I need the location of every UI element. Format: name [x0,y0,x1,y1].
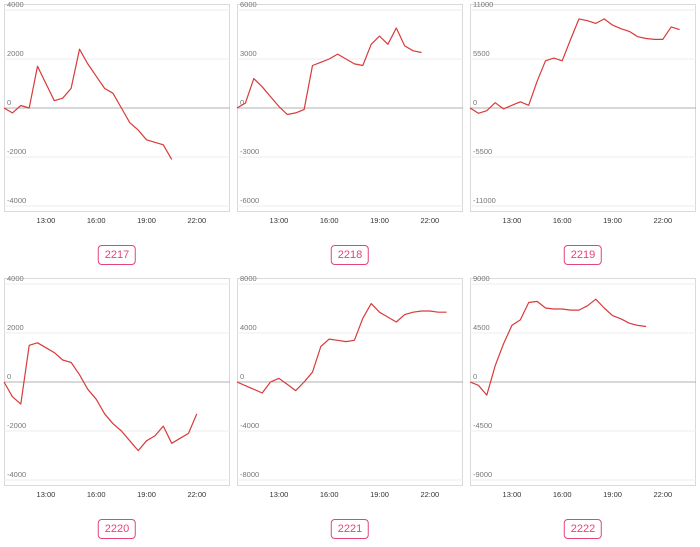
y-tick-label: -6000 [240,196,259,205]
y-tick-label: 9000 [473,274,490,283]
series-line [469,18,680,114]
x-tick-label: 13:00 [37,216,56,225]
line-chart-2222: 9000 4500 0 -4500 -9000 13:00 16:00 19:00 22:00 [469,274,696,499]
y-tick-label: -5500 [473,147,492,156]
y-tick-label: -2000 [7,147,26,156]
y-tick-label: 2000 [7,323,24,332]
y-tick-label: -4500 [473,421,492,430]
chart-label-badge[interactable]: 2221 [330,519,370,539]
x-tick-label: 22:00 [653,490,672,499]
y-tick-label: 4500 [473,323,490,332]
y-tick-label: 3000 [240,49,257,58]
chart-label-badge[interactable]: 2218 [330,245,370,265]
chart-panel-2222: 9000 4500 0 -4500 -9000 13:00 16:00 19:00 22:00 [469,274,696,502]
x-tick-label: 22:00 [187,216,206,225]
series-line [469,298,647,396]
chart-label-badge[interactable]: 2220 [97,519,137,539]
y-tick-label: 4000 [240,323,257,332]
line-chart-2217: 4000 2000 0 -2000 -4000 13:00 16:00 19:00 22:00 [3,0,230,225]
chart-panel-2217: 4000 2000 0 -2000 -4000 13:00 16:00 19:00 22:00 [3,0,230,228]
y-tick-label: 2000 [7,49,24,58]
x-tick-label: 13:00 [503,216,522,225]
y-tick-label: 0 [240,98,244,107]
chart-panel-2218: 6000 3000 0 -3000 -6000 13:00 16:00 19:00 22:00 [236,0,463,228]
y-tick-label: 0 [240,372,244,381]
y-tick-label: -9000 [473,470,492,479]
x-tick-label: 22:00 [420,216,439,225]
x-tick-label: 13:00 [270,490,289,499]
x-tick-label: 19:00 [603,490,622,499]
x-tick-label: 13:00 [37,490,56,499]
y-tick-label: 6000 [240,0,257,9]
line-chart-2218: 6000 3000 0 -3000 -6000 13:00 16:00 19:00 22:00 [236,0,463,225]
series-line [3,48,173,160]
chart-panel-2219: 11000 5500 0 -5500 -11000 13:00 16:00 19:00 22:0… [469,0,696,228]
y-tick-label: -4000 [7,196,26,205]
y-tick-label: 0 [7,372,11,381]
x-tick-label: 16:00 [320,216,339,225]
y-tick-label: 4000 [7,0,24,9]
series-line [236,27,422,116]
x-tick-label: 13:00 [503,490,522,499]
y-tick-label: -4000 [240,421,259,430]
y-tick-label: 0 [473,372,477,381]
x-tick-label: 19:00 [603,216,622,225]
y-tick-label: 0 [473,98,477,107]
line-chart-2219: 11000 5500 0 -5500 -11000 13:00 16:00 19:00 22:0… [469,0,696,225]
x-tick-label: 16:00 [87,216,106,225]
x-tick-label: 16:00 [320,490,339,499]
x-tick-label: 16:00 [87,490,106,499]
chart-panel-2220: 4000 2000 0 -2000 -4000 13:00 16:00 19:00 22:00 [3,274,230,502]
line-chart-2221: 8000 4000 0 -4000 -8000 13:00 16:00 19:00 22:00 [236,274,463,499]
x-tick-label: 22:00 [187,490,206,499]
chart-label-badge[interactable]: 2219 [563,245,603,265]
y-tick-label: -2000 [7,421,26,430]
series-line [3,342,198,452]
x-tick-label: 19:00 [137,490,156,499]
y-tick-label: 4000 [7,274,24,283]
y-tick-label: 8000 [240,274,257,283]
x-tick-label: 19:00 [370,490,389,499]
x-tick-label: 22:00 [653,216,672,225]
y-tick-label: 5500 [473,49,490,58]
x-tick-label: 13:00 [270,216,289,225]
x-tick-label: 16:00 [553,490,572,499]
line-chart-2220: 4000 2000 0 -2000 -4000 13:00 16:00 19:00 22:00 [3,274,230,499]
y-tick-label: 0 [7,98,11,107]
x-tick-label: 16:00 [553,216,572,225]
y-tick-label: 11000 [473,0,493,9]
x-tick-label: 19:00 [137,216,156,225]
chart-panel-2221: 8000 4000 0 -4000 -8000 13:00 16:00 19:00 22:00 [236,274,463,502]
y-tick-label: -11000 [473,196,496,205]
chart-label-badge[interactable]: 2217 [97,245,137,265]
series-line [236,303,447,394]
chart-label-badge[interactable]: 2222 [563,519,603,539]
y-tick-label: -4000 [7,470,26,479]
x-tick-label: 22:00 [420,490,439,499]
y-tick-label: -8000 [240,470,259,479]
y-tick-label: -3000 [240,147,259,156]
x-tick-label: 19:00 [370,216,389,225]
